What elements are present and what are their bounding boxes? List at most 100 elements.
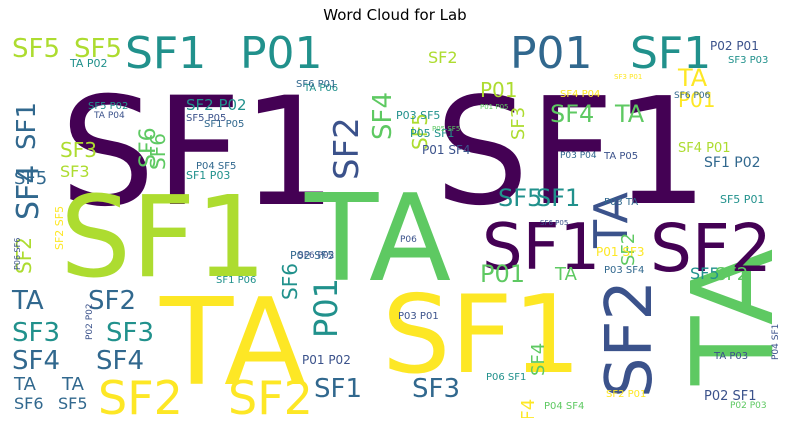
cloud-word: SF5: [12, 34, 61, 64]
cloud-word: SF6: [14, 394, 44, 413]
cloud-word: SF2: [228, 371, 313, 418]
cloud-word: SF3 P03: [728, 55, 769, 66]
cloud-word: SF6: [146, 133, 170, 170]
cloud-word: P01: [510, 30, 593, 79]
cloud-word: SF5: [690, 264, 720, 283]
cloud-word: TA: [615, 100, 645, 128]
cloud-word: P02 P03: [730, 401, 767, 411]
cloud-word: P06: [400, 235, 417, 245]
cloud-word: SF1: [482, 211, 601, 285]
cloud-word: P01 P02: [302, 353, 351, 367]
cloud-word: P02 P01: [710, 39, 759, 53]
cloud-word: SF3: [12, 318, 61, 348]
cloud-word: SF2: [593, 279, 667, 398]
cloud-word: SF6 P05: [540, 219, 569, 227]
cloud-word: TA P05: [604, 151, 639, 162]
cloud-word: P02 P02: [85, 303, 95, 340]
cloud-word: SF2 SF5: [53, 205, 66, 250]
cloud-word: SF3: [412, 374, 461, 404]
cloud-word: P06 SF1: [486, 372, 527, 383]
cloud-word: SF5: [14, 168, 48, 189]
cloud-word: P01: [678, 88, 716, 112]
cloud-word: P01: [240, 30, 323, 79]
cloud-word: SF4: [550, 100, 595, 128]
cloud-word: SF5 P05: [186, 113, 227, 124]
cloud-word: SF2: [88, 286, 137, 316]
cloud-word: SF1 P03: [186, 169, 231, 182]
cloud-word: TA P02: [70, 57, 108, 70]
cloud-word: SF2: [428, 48, 458, 67]
cloud-word: P03 P01: [398, 311, 439, 322]
cloud-word: SF1 P02: [704, 155, 761, 171]
cloud-word: SF4 P01: [678, 141, 731, 156]
cloud-word: SF1 P05: [204, 119, 245, 130]
cloud-word: SF4: [12, 346, 61, 376]
cloud-word: SF2: [715, 264, 749, 285]
cloud-word: SF2: [327, 117, 367, 180]
cloud-word: P03 SF4: [604, 265, 645, 276]
cloud-word: TA: [12, 286, 44, 316]
cloud-word: SF1: [382, 273, 582, 398]
word-cloud: SF1 SF1 SF1 TA TA TA SF1 SF2 SF1 SF2 TA …: [10, 30, 780, 418]
cloud-word: P01: [480, 260, 526, 288]
cloud-word: SF5: [58, 394, 88, 413]
cloud-word: SF2 P02: [186, 96, 247, 114]
cloud-word: SF6: [278, 263, 302, 300]
cloud-word: P01: [307, 277, 345, 338]
cloud-word: TA P04: [94, 111, 125, 121]
cloud-word: P05 SF5: [432, 125, 461, 133]
cloud-word: TA: [305, 170, 452, 309]
cloud-word: SF1: [60, 66, 337, 240]
cloud-word: P05 SF1: [410, 127, 455, 140]
cloud-word: TA: [160, 274, 307, 413]
cloud-word: P04 SF1: [771, 323, 780, 360]
cloud-word: P02 SF1: [704, 389, 757, 404]
cloud-word: SF6 P01: [296, 79, 337, 90]
chart-title: Word Cloud for Lab: [323, 6, 467, 24]
cloud-word: P06 SF6: [13, 237, 22, 270]
cloud-word: P01 SF4: [422, 143, 471, 157]
cloud-word: SF1 P06: [216, 275, 257, 286]
cloud-word: P03 TA: [604, 197, 639, 208]
cloud-word: SF3 P01: [614, 73, 643, 81]
cloud-word: SF4: [518, 398, 539, 418]
cloud-word: SF1: [125, 30, 207, 79]
cloud-word: P01: [480, 78, 518, 102]
cloud-word: SF3: [106, 318, 155, 348]
cloud-word: SF4: [528, 342, 549, 376]
cloud-word: SF6 P02: [298, 251, 335, 261]
cloud-word: SF3: [60, 138, 97, 162]
cloud-word: P04 SF5: [196, 161, 237, 172]
cloud-word: SF4: [96, 346, 145, 376]
cloud-word: SF4: [368, 91, 398, 140]
cloud-word: P02 SF5: [290, 249, 335, 262]
cloud-word: TA P03: [714, 351, 749, 362]
cloud-word: SF2: [650, 210, 772, 287]
cloud-word: SF1: [630, 30, 712, 79]
cloud-word: SF1: [12, 101, 42, 150]
cloud-word: SF4 P04: [560, 89, 601, 100]
cloud-word: SF1: [314, 374, 363, 404]
cloud-word: SF3: [508, 106, 529, 140]
cloud-word: P01 P05: [480, 103, 509, 111]
cloud-word: TA P06: [304, 83, 339, 94]
cloud-word: SF1: [536, 184, 581, 212]
cloud-word: P03 SF5: [396, 109, 441, 122]
cloud-word: P04 SF4: [544, 401, 585, 412]
cloud-word: TA: [678, 64, 708, 92]
cloud-word: SF6 P06: [674, 91, 711, 101]
cloud-word: P03 P04: [560, 151, 597, 161]
cloud-word: SF1: [435, 66, 709, 238]
cloud-word: SF1: [60, 173, 267, 303]
cloud-word: TA: [62, 374, 84, 395]
cloud-word: P01 SF3: [596, 245, 645, 259]
cloud-word: TA: [14, 374, 36, 395]
cloud-word: SF2 P01: [606, 389, 647, 400]
cloud-word: TA: [555, 264, 577, 285]
cloud-word: SF3: [60, 162, 90, 181]
cloud-word: SF5 P01: [720, 193, 765, 206]
cloud-word: SF5: [498, 184, 543, 212]
cloud-word: SF2: [98, 371, 183, 418]
cloud-word: SF5 P02: [88, 101, 129, 112]
cloud-word: SF5: [74, 34, 123, 64]
